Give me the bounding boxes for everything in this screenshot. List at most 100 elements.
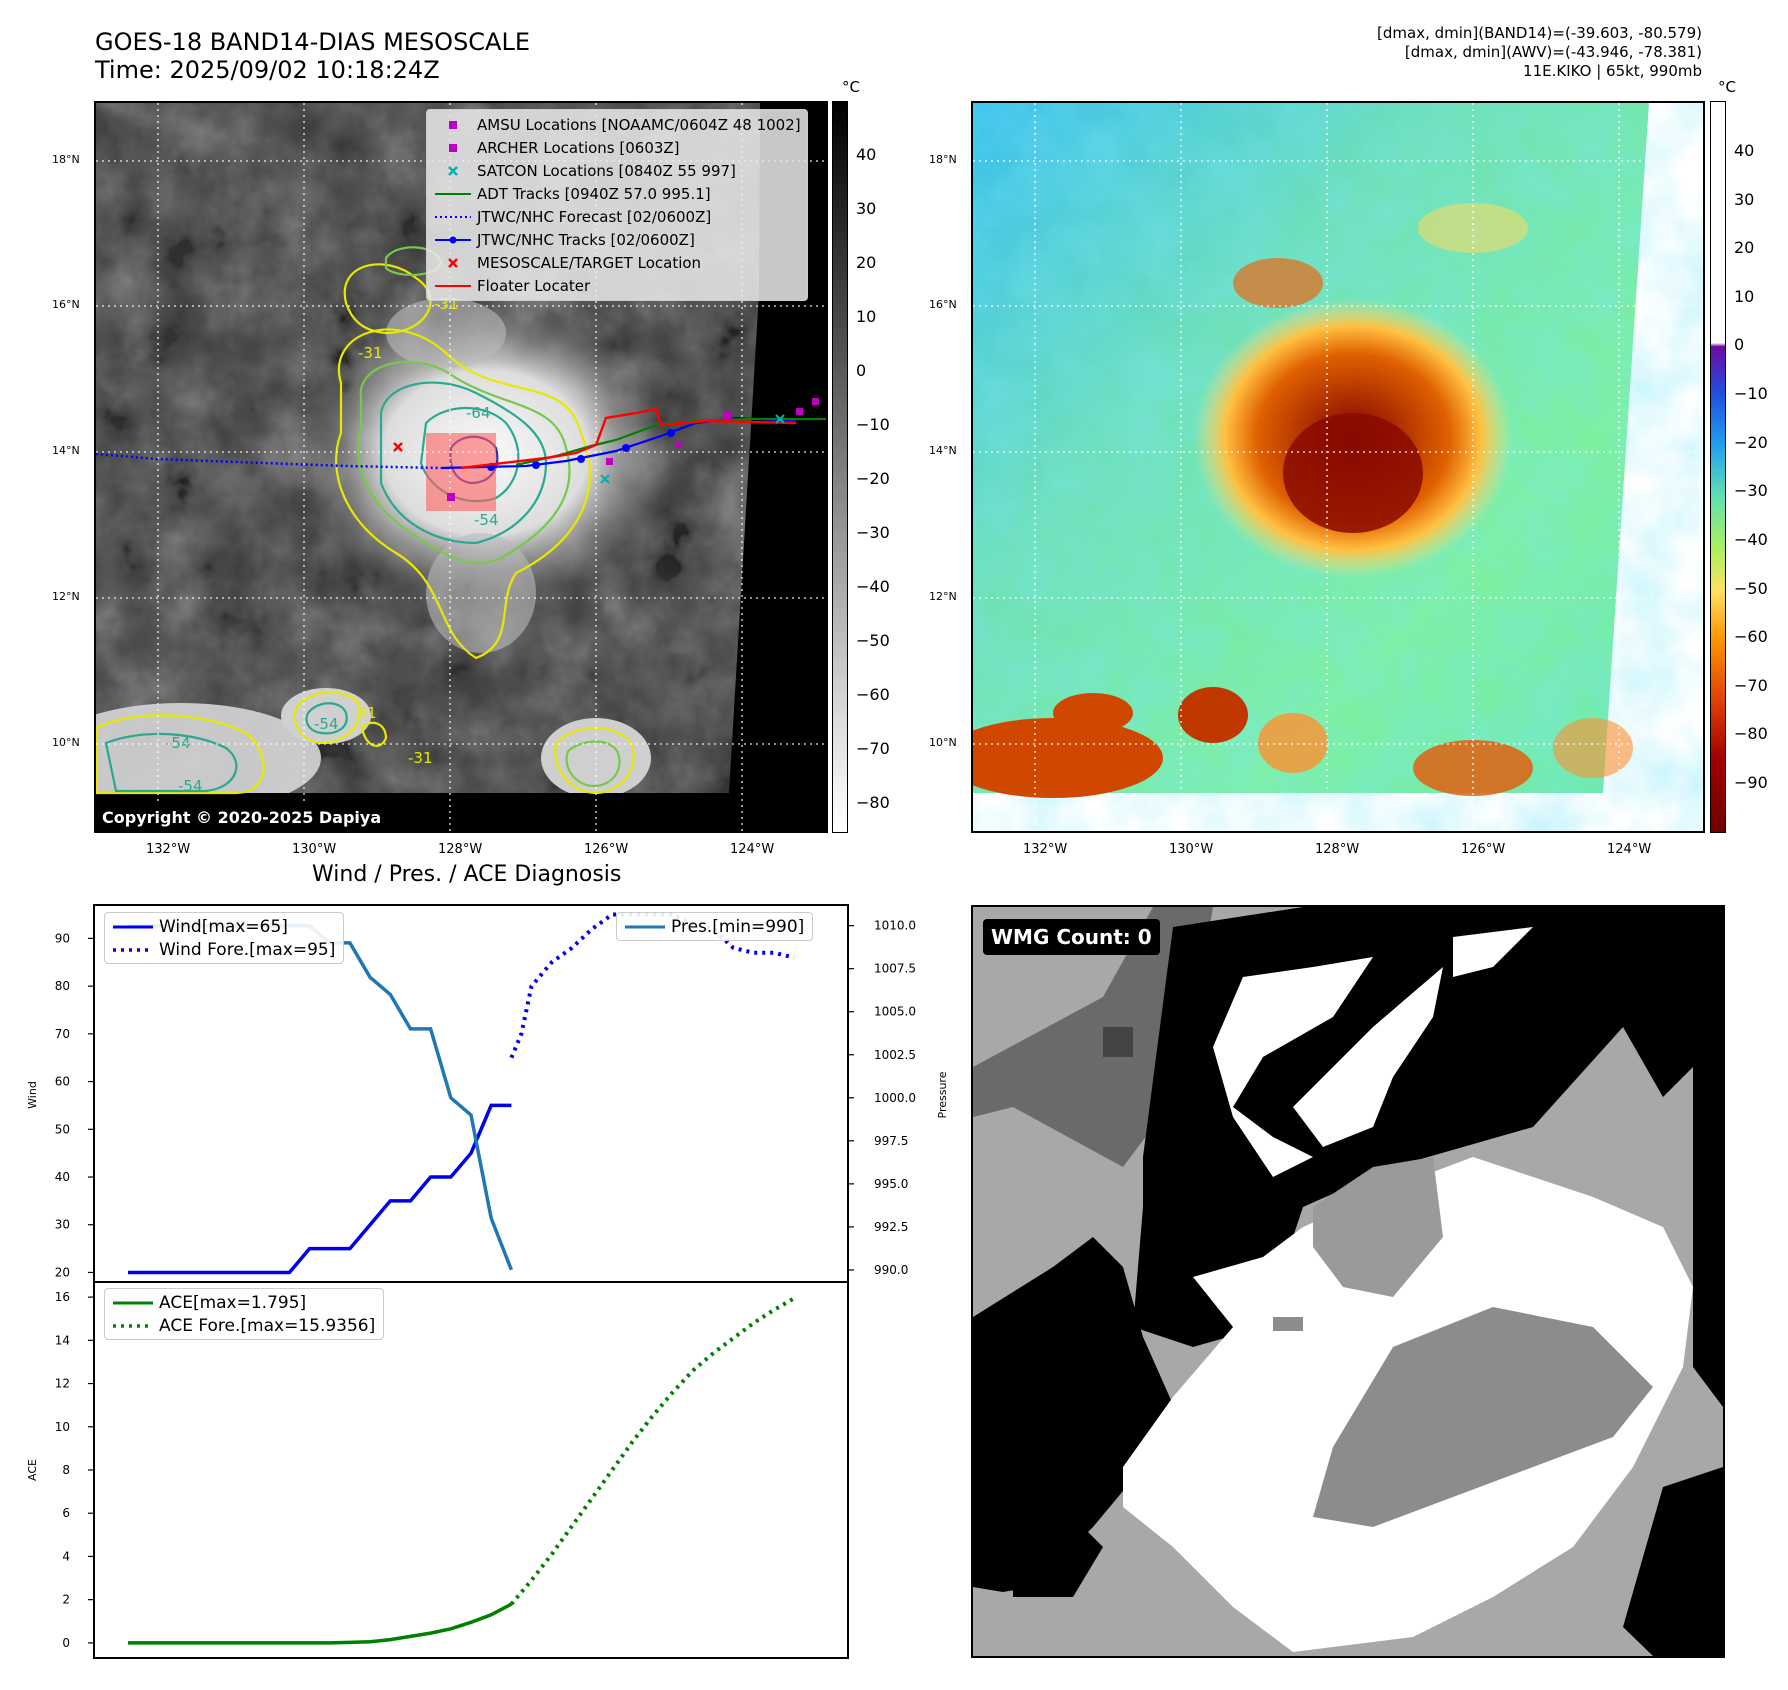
ytick-label: 1010.0 [874, 919, 916, 933]
colorbar-tick-label: −80 [1734, 724, 1768, 744]
legend-symbol-icon [433, 165, 473, 177]
colorbar-tick-label: 20 [1734, 238, 1755, 258]
wind-ylabel: Wind [26, 1081, 39, 1109]
colorbar-tick-label: 10 [1734, 286, 1755, 306]
map-legend-label: SATCON Locations [0840Z 55 997] [477, 161, 736, 180]
figure-time: Time: 2025/09/02 10:18:24Z [95, 56, 440, 84]
ace-legend: ACE[max=1.795] ACE Fore.[max=15.9356] [104, 1288, 385, 1340]
info-awv-range: [dmax, dmin](AWV)=(-43.946, -78.381) [1404, 43, 1702, 61]
ytick-label: 8 [62, 1463, 70, 1477]
colorbar-tick-label: 30 [856, 199, 877, 218]
colorbar-tick-label: 0 [856, 361, 867, 380]
lon-label: 128°W [438, 842, 483, 857]
map-legend-label: ADT Tracks [0940Z 57.0 995.1] [477, 184, 711, 203]
lat-label: 12°N [929, 590, 957, 603]
map-legend-item: SATCON Locations [0840Z 55 997] [433, 159, 801, 182]
lon-label: 126°W [584, 842, 629, 857]
map-legend: AMSU Locations [NOAAMC/0604Z 48 1002] ARC… [426, 109, 808, 301]
lon-label: 132°W [1023, 842, 1068, 857]
lat-label: 14°N [929, 444, 957, 457]
ytick-label: 40 [55, 1170, 70, 1184]
colorbar-tick-label: 0 [1734, 335, 1745, 355]
lon-label: 130°W [1169, 842, 1214, 857]
forecast-track [96, 452, 442, 470]
colorbar-tick-label: −30 [1734, 481, 1768, 501]
colorbar-tick-label: −50 [1734, 578, 1768, 598]
floater-box [426, 433, 496, 511]
map-legend-label: JTWC/NHC Tracks [02/0600Z] [477, 230, 695, 249]
awv-map-image [973, 103, 1703, 831]
ytick-label: 1002.5 [874, 1048, 916, 1062]
map-legend-label: MESOSCALE/TARGET Location [477, 253, 702, 272]
copyright-label: Copyright © 2020-2025 Dapiya [96, 804, 388, 831]
ace-fore-legend-label: ACE Fore.[max=15.9356] [159, 1315, 376, 1336]
ytick-label: 2 [62, 1593, 70, 1607]
ytick-label: 0 [62, 1636, 70, 1650]
lat-label: 16°N [929, 298, 957, 311]
ytick-label: 20 [55, 1265, 70, 1279]
map-legend-label: AMSU Locations [NOAAMC/0604Z 48 1002] [477, 115, 801, 134]
ytick-label: 4 [62, 1549, 70, 1563]
awv-colorbar [1710, 101, 1726, 833]
ytick-label: 1005.0 [874, 1005, 916, 1019]
lon-label: 132°W [146, 842, 191, 857]
ace-legend-label: ACE[max=1.795] [159, 1292, 307, 1313]
map-legend-item: ADT Tracks [0940Z 57.0 995.1] [433, 182, 801, 205]
colorbar-tick-label: 10 [856, 307, 877, 326]
colorbar-tick-label: −70 [1734, 675, 1768, 695]
ytick-label: 12 [55, 1377, 70, 1391]
ace-axes [93, 1281, 849, 1659]
wind-pres-axes [93, 904, 849, 1283]
contour-label: -31 [352, 704, 377, 722]
ytick-label: 992.5 [874, 1220, 908, 1234]
contour-label: -54 [314, 715, 339, 733]
map-legend-label: Floater Locater [477, 276, 591, 295]
ytick-label: 16 [55, 1290, 70, 1304]
wmg-panel: WMG Count: 0 [971, 905, 1725, 1658]
ytick-label: 30 [55, 1218, 70, 1232]
awv-map-panel [971, 101, 1705, 833]
colorbar-tick-label: −10 [1734, 384, 1768, 404]
contour-label: -54 [474, 511, 499, 529]
colorbar-tick-label: −60 [1734, 627, 1768, 647]
legend-symbol-icon [433, 280, 473, 292]
ytick-label: 990.0 [874, 1263, 908, 1277]
lat-label: 18°N [929, 153, 957, 166]
colorbar-tick-label: 40 [1734, 141, 1755, 160]
colorbar-tick-label: −30 [856, 523, 890, 542]
ytick-label: 1007.5 [874, 962, 916, 976]
ytick-label: 50 [55, 1122, 70, 1136]
series-line-ace [128, 1602, 513, 1645]
colorbar-tick-label: 20 [856, 253, 877, 272]
ytick-label: 997.5 [874, 1134, 908, 1148]
map-legend-item: ARCHER Locations [0603Z] [433, 136, 801, 159]
ir-colorbar-unit: °C [842, 78, 860, 96]
floater-locater-track [460, 407, 797, 470]
legend-symbol-icon [433, 142, 473, 154]
colorbar-tick-label: 30 [1734, 189, 1755, 209]
legend-symbol-icon [433, 188, 473, 200]
wmg-count-label: WMG Count: 0 [983, 919, 1160, 955]
legend-symbol-icon [433, 257, 473, 269]
contour-label: -31 [358, 344, 383, 362]
lon-label: 128°W [1315, 842, 1360, 857]
lon-label: 124°W [730, 842, 775, 857]
info-storm-id: 11E.KIKO | 65kt, 990mb [1523, 62, 1702, 80]
colorbar-tick-label: −60 [856, 685, 890, 704]
map-legend-label: ARCHER Locations [0603Z] [477, 138, 680, 157]
legend-symbol-icon [433, 119, 473, 131]
colorbar-tick-label: −70 [856, 739, 890, 758]
info-band14-range: [dmax, dmin](BAND14)=(-39.603, -80.579) [1377, 24, 1702, 42]
wmg-image [973, 907, 1723, 1656]
contour-label: -31 [408, 749, 433, 767]
colorbar-tick-label: −90 [1734, 773, 1768, 792]
colorbar-tick-label: −20 [856, 469, 890, 488]
colorbar-tick-label: −50 [856, 631, 890, 650]
colorbar-tick-label: −20 [1734, 432, 1768, 452]
wind-legend-label: Wind[max=65] [159, 916, 288, 937]
figure-title: GOES-18 BAND14-DIAS MESOSCALE [95, 28, 531, 56]
ace-ylabel: ACE [26, 1459, 39, 1481]
map-legend-item: JTWC/NHC Forecast [02/0600Z] [433, 205, 801, 228]
lat-label: 12°N [52, 590, 80, 603]
